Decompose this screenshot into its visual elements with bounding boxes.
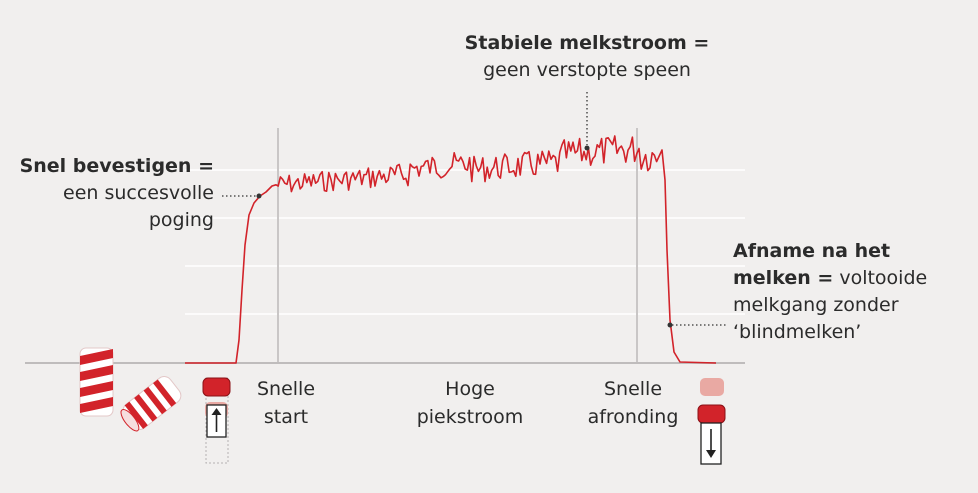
confirm-marker-dot [256, 193, 262, 199]
stable-flow-text: geen verstopte speen [483, 59, 691, 81]
stable-marker-dot [584, 145, 590, 151]
grid-lines [185, 169, 745, 315]
stage-high-peak-line2: piekstroom [416, 406, 524, 428]
leader-lines [222, 92, 727, 326]
decline-title-line2: melken = [733, 267, 834, 289]
cup-attach-arrow-up-icon [202, 377, 231, 464]
stage-fast-start-line2: start [263, 406, 309, 428]
decline-title-line1: Afname na het [733, 240, 891, 262]
decline-text-line3: ‘blindmelken’ [733, 321, 862, 343]
teat-cup-brushes-icon [79, 347, 182, 432]
stable-flow-title: Stabiele melkstroom = [464, 32, 710, 54]
confirm-title: Snel bevestigen = [19, 155, 214, 177]
decline-text-line2: melkgang zonder [733, 294, 899, 316]
stage-label-high-peak: Hoge piekstroom [395, 375, 545, 431]
stable-flow-annotation: Stabiele melkstroom = geen verstopte spe… [432, 30, 742, 84]
confirm-text-line2: poging [148, 209, 214, 231]
stage-label-fast-finish: Snelle afronding [567, 375, 699, 431]
cup-detach-arrow-down-icon [697, 378, 726, 465]
milk-flow-curve [185, 135, 717, 364]
stage-fast-finish-line2: afronding [587, 406, 679, 428]
decline-marker-dot [667, 322, 673, 328]
stage-fast-start-line1: Snelle [256, 378, 316, 400]
confirm-annotation: Snel bevestigen = een succesvolle poging [0, 153, 214, 234]
confirm-text-line1: een succesvolle [63, 182, 214, 204]
stage-high-peak-line1: Hoge [445, 378, 495, 400]
stage-label-fast-start: Snelle start [226, 375, 346, 431]
stage-fast-finish-line1: Snelle [603, 378, 663, 400]
decline-text-line1: voltooide [833, 267, 928, 289]
decline-annotation: Afname na het melken = voltooide melkgan… [733, 238, 973, 346]
